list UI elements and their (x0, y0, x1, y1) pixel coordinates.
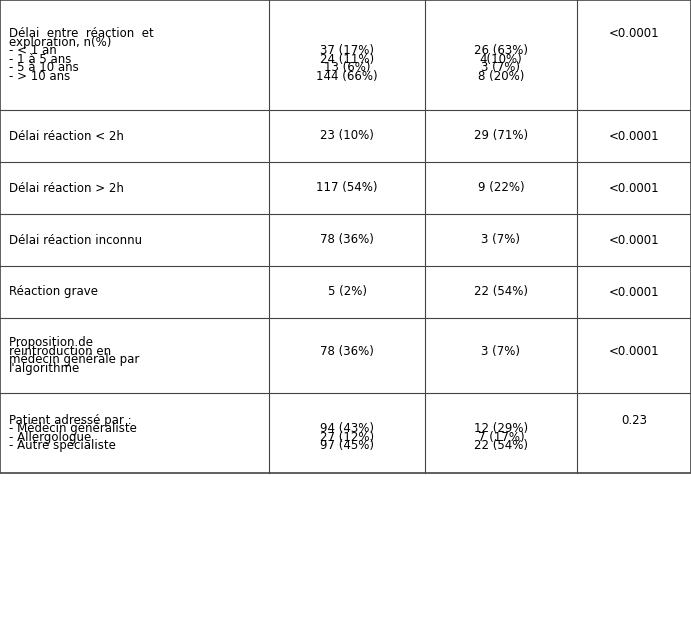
Text: 23 (10%): 23 (10%) (321, 129, 374, 142)
Text: - 5 à 10 ans: - 5 à 10 ans (9, 61, 79, 74)
Text: 27 (12%): 27 (12%) (320, 431, 375, 444)
Text: - 1 à 5 ans: - 1 à 5 ans (9, 53, 71, 66)
Text: 7 (17%): 7 (17%) (477, 431, 524, 444)
Text: <0.0001: <0.0001 (609, 233, 659, 246)
Text: Réaction grave: Réaction grave (9, 285, 98, 298)
Text: Délai réaction < 2h: Délai réaction < 2h (9, 129, 124, 142)
Text: <0.0001: <0.0001 (609, 27, 659, 40)
Text: Proposition de: Proposition de (9, 336, 93, 349)
Text: Délai réaction > 2h: Délai réaction > 2h (9, 181, 124, 194)
Text: 22 (54%): 22 (54%) (474, 439, 528, 452)
Text: Patient adressé par :: Patient adressé par : (9, 413, 131, 426)
Text: 78 (36%): 78 (36%) (321, 233, 374, 246)
Text: 24 (11%): 24 (11%) (320, 53, 375, 66)
Text: 8 (20%): 8 (20%) (477, 70, 524, 83)
Text: <0.0001: <0.0001 (609, 345, 659, 358)
Text: médecin générale par: médecin générale par (9, 353, 140, 366)
Text: Délai réaction inconnu: Délai réaction inconnu (9, 233, 142, 246)
Text: - Allergologue: - Allergologue (9, 431, 91, 444)
Text: 117 (54%): 117 (54%) (316, 181, 378, 194)
Text: 37 (17%): 37 (17%) (320, 44, 375, 57)
Text: 144 (66%): 144 (66%) (316, 70, 378, 83)
Text: 4(10%): 4(10%) (480, 53, 522, 66)
Text: 5 (2%): 5 (2%) (328, 285, 367, 298)
Text: 78 (36%): 78 (36%) (321, 345, 374, 358)
Text: - Autre spécialiste: - Autre spécialiste (9, 439, 116, 452)
Text: réintroduction en: réintroduction en (9, 345, 111, 358)
Text: - < 1 an: - < 1 an (9, 44, 57, 57)
Text: 3 (7%): 3 (7%) (482, 61, 520, 74)
Text: Délai  entre  réaction  et: Délai entre réaction et (9, 27, 153, 40)
Text: l'algorithme: l'algorithme (9, 362, 80, 375)
Text: 94 (43%): 94 (43%) (320, 422, 375, 435)
Text: 12 (29%): 12 (29%) (474, 422, 528, 435)
Text: 26 (63%): 26 (63%) (474, 44, 528, 57)
Bar (0, 0, 691, 473)
Text: 13 (6%): 13 (6%) (324, 61, 370, 74)
Text: <0.0001: <0.0001 (609, 129, 659, 142)
Text: 9 (22%): 9 (22%) (477, 181, 524, 194)
Text: 29 (71%): 29 (71%) (474, 129, 528, 142)
Text: 3 (7%): 3 (7%) (482, 345, 520, 358)
Text: - > 10 ans: - > 10 ans (9, 70, 70, 83)
Text: 0.23: 0.23 (621, 413, 647, 426)
Text: <0.0001: <0.0001 (609, 285, 659, 298)
Text: - Médecin généraliste: - Médecin généraliste (9, 422, 137, 435)
Text: 22 (54%): 22 (54%) (474, 285, 528, 298)
Text: <0.0001: <0.0001 (609, 181, 659, 194)
Text: exploration, n(%): exploration, n(%) (9, 35, 111, 48)
Text: 3 (7%): 3 (7%) (482, 233, 520, 246)
Text: 97 (45%): 97 (45%) (320, 439, 375, 452)
